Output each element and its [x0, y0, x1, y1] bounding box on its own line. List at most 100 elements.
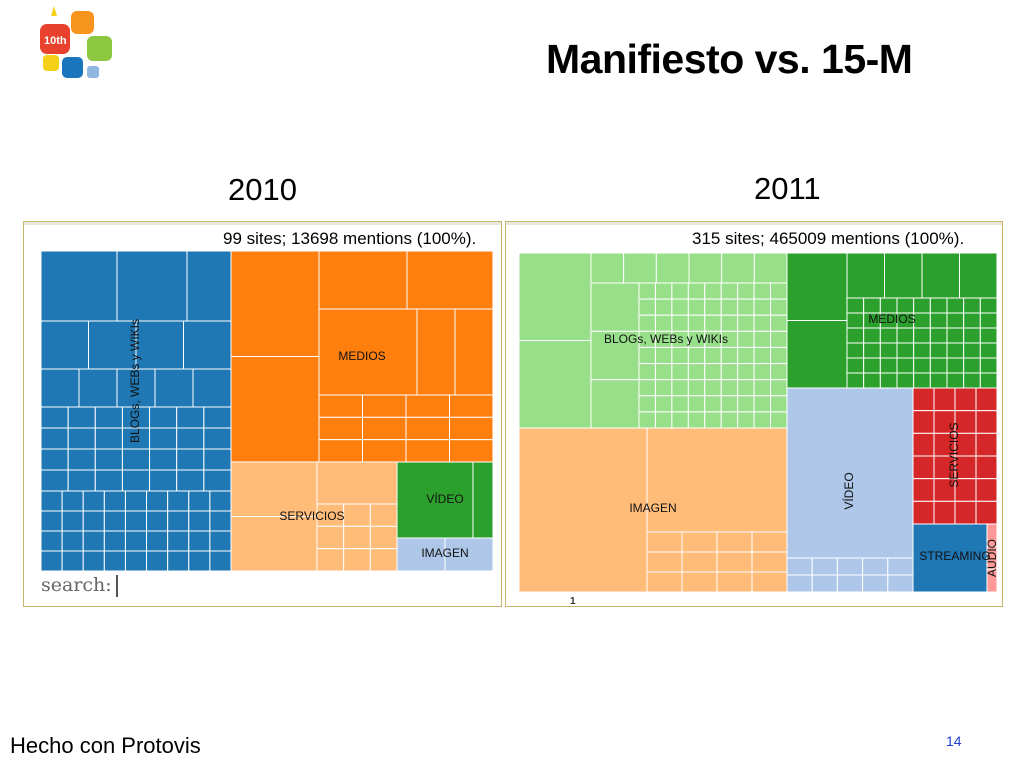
treemap-cell[interactable] [933, 387, 956, 412]
treemap-cell[interactable] [846, 327, 865, 344]
treemap-cell[interactable] [124, 490, 148, 512]
treemap-cell[interactable] [638, 379, 656, 397]
treemap-cell[interactable] [912, 523, 988, 593]
treemap-cell[interactable] [590, 253, 625, 284]
treemap-cell[interactable] [405, 394, 450, 418]
treemap-cell[interactable] [786, 253, 848, 321]
treemap-cell[interactable] [230, 516, 318, 572]
treemap-cell[interactable] [716, 551, 753, 573]
treemap-cell[interactable] [78, 368, 118, 408]
treemap-cell[interactable] [863, 297, 881, 314]
treemap-cell[interactable] [737, 395, 755, 413]
treemap-cell[interactable] [720, 346, 739, 365]
treemap-cell[interactable] [203, 469, 232, 492]
treemap-cell[interactable] [41, 530, 63, 552]
treemap-cell[interactable] [863, 357, 881, 374]
treemap-cell[interactable] [704, 282, 722, 300]
treemap-cell[interactable] [186, 251, 232, 322]
treemap-cell[interactable] [879, 357, 898, 374]
treemap-cell[interactable] [954, 500, 977, 525]
treemap-cell[interactable] [519, 253, 592, 341]
treemap-cell[interactable] [933, 500, 956, 525]
treemap-cell[interactable] [846, 372, 865, 389]
treemap-cell[interactable] [681, 571, 718, 593]
treemap-cell[interactable] [770, 330, 788, 348]
treemap-cell[interactable] [654, 411, 673, 429]
treemap-cell[interactable] [209, 550, 232, 571]
treemap-cell[interactable] [720, 314, 739, 332]
treemap-cell[interactable] [362, 394, 407, 418]
treemap-cell[interactable] [979, 297, 997, 314]
treemap-cell[interactable] [704, 298, 722, 316]
treemap-cell[interactable] [472, 461, 493, 539]
treemap-cell[interactable] [786, 557, 813, 576]
treemap-cell[interactable] [41, 469, 69, 492]
treemap-cell[interactable] [318, 251, 408, 310]
treemap-cell[interactable] [176, 406, 205, 429]
treemap-cell[interactable] [846, 342, 865, 359]
treemap-cell[interactable] [146, 530, 169, 552]
treemap-cell[interactable] [638, 314, 656, 332]
treemap-cell[interactable] [946, 312, 965, 329]
treemap-cell[interactable] [416, 308, 456, 396]
treemap-cell[interactable] [654, 346, 673, 365]
treemap-cell[interactable] [896, 357, 915, 374]
treemap-cell[interactable] [688, 253, 723, 284]
treemap-cell[interactable] [737, 314, 755, 332]
treemap-cell[interactable] [975, 410, 997, 434]
treemap-cell[interactable] [954, 387, 977, 412]
treemap-cell[interactable] [454, 308, 493, 396]
treemap-cell[interactable] [737, 282, 755, 300]
treemap-cell[interactable] [846, 253, 885, 299]
treemap-cell[interactable] [846, 312, 865, 329]
treemap-cell[interactable] [786, 387, 914, 559]
treemap-cell[interactable] [167, 510, 190, 532]
treemap-cell[interactable] [681, 551, 718, 573]
treemap-cell[interactable] [912, 500, 935, 525]
treemap-cell[interactable] [687, 411, 706, 429]
treemap-cell[interactable] [67, 469, 96, 492]
treemap-cell[interactable] [687, 379, 706, 397]
treemap-cell[interactable] [753, 298, 772, 316]
treemap-cell[interactable] [124, 530, 148, 552]
treemap-cell[interactable] [203, 427, 232, 450]
treemap-cell[interactable] [41, 550, 63, 571]
treemap-cell[interactable] [913, 357, 931, 374]
treemap-cell[interactable] [770, 314, 788, 332]
treemap-cell[interactable] [753, 395, 772, 413]
treemap-cell[interactable] [811, 574, 838, 593]
treemap-cell[interactable] [720, 395, 739, 413]
treemap-cell[interactable] [770, 282, 788, 300]
treemap-cell[interactable] [318, 308, 418, 396]
treemap-cell[interactable] [103, 530, 126, 552]
treemap-cell[interactable] [963, 327, 981, 344]
treemap-cell[interactable] [975, 500, 997, 525]
treemap-cell[interactable] [638, 298, 656, 316]
treemap-cell[interactable] [963, 312, 981, 329]
treemap-cell[interactable] [646, 571, 683, 593]
treemap-cell[interactable] [646, 531, 683, 553]
treemap-cell[interactable] [209, 530, 232, 552]
treemap-cell[interactable] [188, 550, 211, 571]
treemap-cell[interactable] [318, 439, 363, 463]
treemap-cell[interactable] [82, 510, 105, 532]
treemap-cell[interactable] [751, 571, 788, 593]
treemap-cell[interactable] [41, 448, 69, 471]
treemap-cell[interactable] [979, 312, 997, 329]
treemap-cell[interactable] [638, 363, 656, 381]
treemap-cell[interactable] [687, 314, 706, 332]
treemap-cell[interactable] [654, 363, 673, 381]
treemap-cell[interactable] [121, 469, 151, 492]
treemap-cell[interactable] [61, 510, 84, 532]
treemap-cell[interactable] [654, 282, 673, 300]
treemap-cell[interactable] [879, 297, 898, 314]
treemap-cell[interactable] [912, 410, 935, 434]
treemap-cell[interactable] [41, 427, 69, 450]
treemap-cell[interactable] [704, 363, 722, 381]
treemap-cell[interactable] [963, 357, 981, 374]
treemap-cell[interactable] [638, 282, 656, 300]
treemap-cell[interactable] [124, 510, 148, 532]
treemap-cell[interactable] [61, 550, 84, 571]
treemap-cell[interactable] [979, 357, 997, 374]
treemap-cell[interactable] [770, 379, 788, 397]
